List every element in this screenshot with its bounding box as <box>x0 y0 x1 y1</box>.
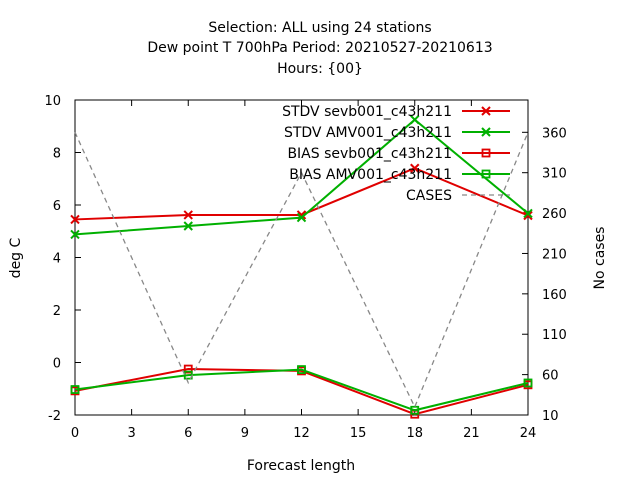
y-tick-label-3: 4 <box>53 252 61 267</box>
legend-entry-3: BIAS AMV001_c43h211 <box>289 167 510 183</box>
y2-tick-label-2: 110 <box>542 328 567 343</box>
series-0-point-0-stroke-b <box>70 214 80 225</box>
series-3-point-0 <box>70 385 80 394</box>
legend-entry-4: CASES <box>406 188 510 204</box>
y2-tick-label-3: 160 <box>542 288 567 303</box>
y-tick-label-6: 10 <box>44 94 61 109</box>
series-3-point-4 <box>523 378 533 388</box>
y2-tick-label-1: 60 <box>542 369 559 384</box>
series-3-point-3 <box>410 405 420 415</box>
series-0-point-0 <box>70 214 80 225</box>
x-tick-label-6: 18 <box>406 426 423 441</box>
series-0-point-3-stroke-b <box>410 163 420 173</box>
series-1-point-4 <box>523 208 533 219</box>
x-axis-label: Forecast length <box>247 458 355 474</box>
y-axis-label: deg C <box>8 237 24 278</box>
series-0-point-1-stroke-b <box>183 210 193 220</box>
series-0-point-3 <box>410 163 420 173</box>
series-0 <box>70 163 533 225</box>
x-tick-label-5: 15 <box>350 426 367 441</box>
legend: STDV sevb001_c43h211 STDV AMV001_c43h211 B… <box>282 104 510 204</box>
series-0-point-4 <box>523 210 533 221</box>
series-3 <box>70 365 533 415</box>
chart-title-line-1: Selection: ALL using 24 stations <box>208 20 432 36</box>
series-2-point-1 <box>183 364 193 374</box>
series-1-point-1 <box>183 221 193 231</box>
y-tick-label-5: 8 <box>53 147 61 162</box>
y2-tick-label-6: 310 <box>542 167 567 182</box>
series-0-point-1 <box>183 210 193 220</box>
legend-label-4: CASES <box>406 188 452 204</box>
legend-marker-1-stroke-b <box>481 127 491 137</box>
y-tick-label-1: 0 <box>53 357 61 372</box>
x-tick-label-3: 9 <box>241 426 249 441</box>
legend-marker-3 <box>481 169 491 179</box>
series-1-point-2-stroke-b <box>296 212 307 223</box>
series-3-line <box>74 368 529 412</box>
x-tick-label-1: 3 <box>127 426 135 441</box>
legend-label-2: BIAS sevb001_c43h211 <box>287 146 452 162</box>
y2-tick-label-0: 10 <box>542 409 559 424</box>
series-3-point-2 <box>297 365 306 374</box>
legend-label-0: STDV sevb001_c43h211 <box>282 104 452 120</box>
series-1 <box>70 114 533 240</box>
legend-entry-2: BIAS sevb001_c43h211 <box>287 146 510 162</box>
series-4 <box>74 132 529 409</box>
y2-tick-label-4: 210 <box>542 247 567 262</box>
series-1-point-4-stroke-b <box>523 208 533 219</box>
series-1-point-3 <box>410 114 420 125</box>
legend-marker-0-stroke-b <box>481 106 491 116</box>
chart-title-line-2: Dew point T 700hPa Period: 20210527-2021… <box>147 40 493 56</box>
y-tick-label-0: -2 <box>48 409 61 424</box>
legend-marker-0 <box>481 106 491 116</box>
legend-marker-1 <box>481 127 491 137</box>
series-1-point-2 <box>296 212 307 223</box>
legend-marker-2 <box>481 148 491 158</box>
series-0-point-4-stroke-b <box>523 210 533 221</box>
legend-label-1: STDV AMV001_c43h211 <box>284 125 452 141</box>
y2-tick-label-5: 260 <box>542 207 567 222</box>
x-tick-label-4: 12 <box>293 426 310 441</box>
series-1-point-0-stroke-b <box>70 229 80 240</box>
series-4-line <box>74 132 529 409</box>
x-tick-label-2: 6 <box>184 426 192 441</box>
series-2-line <box>74 368 529 416</box>
x-tick-label-8: 24 <box>520 426 537 441</box>
x-tick-label-0: 0 <box>71 426 79 441</box>
y2-tick-label-7: 360 <box>542 126 567 141</box>
series-1-point-0 <box>70 229 80 240</box>
y-tick-label-2: 2 <box>53 304 61 319</box>
y-tick-label-4: 6 <box>53 199 61 214</box>
series-1-point-1-stroke-b <box>183 221 193 231</box>
axes: 0 3 6 9 12 15 18 21 24-2024681010601101602102603… <box>44 94 566 441</box>
y2-axis-label: No cases <box>592 227 608 290</box>
legend-entry-1: STDV AMV001_c43h211 <box>284 125 510 141</box>
series-1-point-3-stroke-b <box>410 114 420 125</box>
x-tick-label-7: 21 <box>463 426 480 441</box>
legend-label-3: BIAS AMV001_c43h211 <box>289 167 452 183</box>
series-group <box>70 114 533 419</box>
legend-entry-0: STDV sevb001_c43h211 <box>282 104 510 120</box>
chart-title-line-3: Hours: {00} <box>277 61 363 77</box>
